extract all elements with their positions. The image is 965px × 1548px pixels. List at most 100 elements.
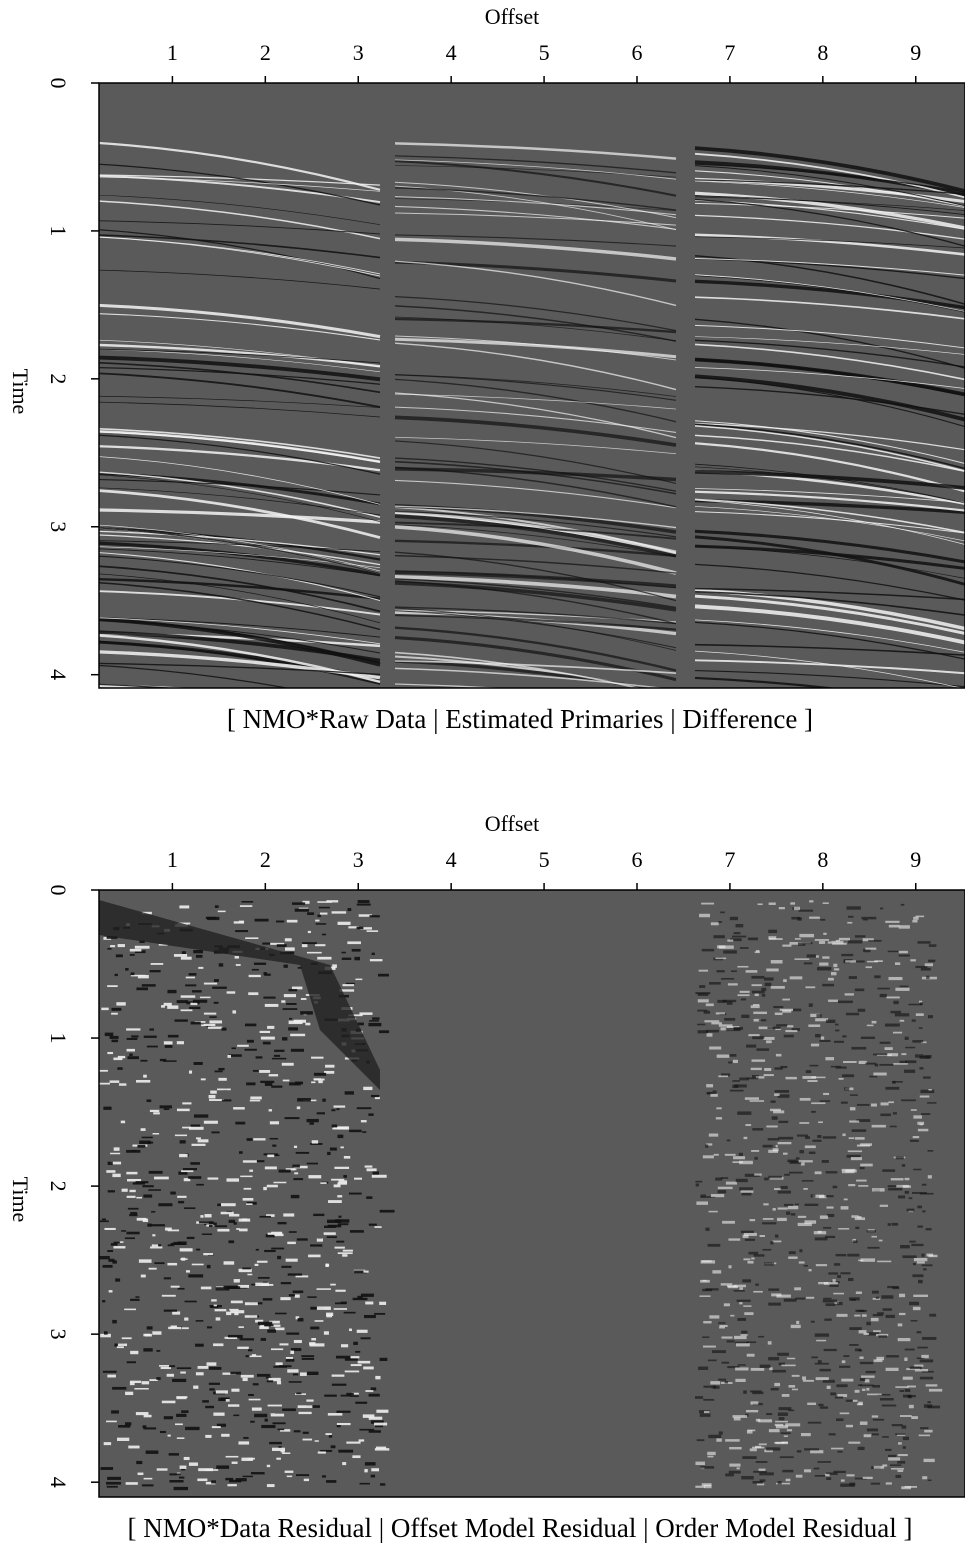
residual-noise bbox=[915, 1013, 924, 1016]
residual-noise bbox=[915, 1054, 924, 1058]
residual-noise bbox=[239, 905, 253, 907]
residual-noise bbox=[126, 1231, 140, 1235]
seismic-event bbox=[99, 684, 194, 688]
residual-noise bbox=[218, 1077, 227, 1081]
residual-noise bbox=[143, 1074, 147, 1078]
residual-noise bbox=[106, 935, 118, 939]
residual-noise bbox=[198, 966, 204, 969]
seismic-event bbox=[694, 258, 965, 276]
residual-noise bbox=[791, 1028, 800, 1031]
residual-noise bbox=[753, 1254, 765, 1257]
residual-noise bbox=[845, 960, 857, 963]
residual-noise bbox=[740, 998, 747, 1001]
residual-noise bbox=[252, 1069, 259, 1072]
residual-noise bbox=[752, 990, 765, 994]
residual-noise bbox=[227, 1286, 241, 1289]
residual-noise bbox=[227, 1054, 232, 1058]
residual-noise bbox=[724, 1153, 736, 1156]
seismic-event bbox=[694, 466, 965, 504]
seismic-event bbox=[99, 530, 381, 556]
residual-noise bbox=[860, 1036, 876, 1040]
residual-noise bbox=[707, 1451, 716, 1456]
residual-noise bbox=[812, 1194, 825, 1198]
residual-noise bbox=[227, 1484, 237, 1487]
residual-noise bbox=[890, 1464, 902, 1466]
residual-noise bbox=[335, 1355, 351, 1359]
residual-noise bbox=[265, 1376, 272, 1379]
residual-noise bbox=[751, 975, 765, 979]
residual-noise bbox=[803, 1264, 808, 1267]
residual-noise bbox=[732, 1084, 739, 1089]
seismic-event bbox=[394, 626, 677, 672]
residual-noise bbox=[153, 1112, 160, 1115]
seismic-event bbox=[694, 198, 965, 247]
residual-noise bbox=[822, 1136, 837, 1139]
residual-noise bbox=[165, 1227, 172, 1231]
residual-noise bbox=[176, 1396, 187, 1400]
residual-noise bbox=[264, 1324, 274, 1327]
residual-noise bbox=[300, 1011, 313, 1015]
residual-noise bbox=[334, 1166, 350, 1169]
residual-noise bbox=[113, 1057, 123, 1061]
residual-noise bbox=[179, 1248, 193, 1252]
residual-noise bbox=[768, 1288, 780, 1291]
residual-noise bbox=[746, 1044, 757, 1048]
residual-noise bbox=[213, 1412, 225, 1416]
residual-noise bbox=[769, 1367, 773, 1371]
residual-noise bbox=[751, 1150, 760, 1152]
residual-noise bbox=[928, 1089, 932, 1091]
residual-noise bbox=[154, 1176, 169, 1180]
residual-noise bbox=[285, 1356, 294, 1360]
residual-noise bbox=[758, 1468, 766, 1472]
residual-noise bbox=[273, 1181, 287, 1184]
residual-noise bbox=[904, 1190, 909, 1194]
residual-noise bbox=[928, 944, 937, 947]
residual-noise bbox=[246, 1203, 253, 1205]
residual-noise bbox=[780, 1185, 788, 1189]
residual-noise bbox=[138, 1259, 152, 1263]
residual-noise bbox=[733, 1417, 741, 1421]
residual-noise bbox=[338, 1180, 348, 1184]
residual-noise bbox=[874, 960, 883, 962]
residual-noise bbox=[315, 923, 327, 925]
residual-noise bbox=[894, 962, 901, 966]
residual-noise bbox=[338, 1215, 342, 1218]
residual-noise bbox=[799, 1249, 803, 1253]
residual-noise bbox=[188, 1126, 204, 1130]
residual-noise bbox=[248, 992, 259, 996]
residual-noise bbox=[326, 900, 339, 903]
residual-noise bbox=[741, 1191, 752, 1196]
residual-noise bbox=[343, 1174, 347, 1178]
residual-noise bbox=[695, 1461, 705, 1466]
residual-noise bbox=[854, 1477, 867, 1480]
residual-noise bbox=[920, 1041, 927, 1044]
residual-noise bbox=[348, 1014, 363, 1017]
residual-noise bbox=[727, 1366, 740, 1369]
residual-noise bbox=[885, 1367, 899, 1371]
residual-noise bbox=[375, 1423, 384, 1428]
seismic-event bbox=[694, 423, 965, 470]
residual-noise bbox=[174, 1019, 188, 1022]
residual-noise bbox=[885, 920, 900, 923]
residual-noise bbox=[733, 1335, 747, 1340]
residual-noise bbox=[699, 913, 711, 918]
residual-noise bbox=[184, 1300, 197, 1303]
residual-noise bbox=[906, 1208, 915, 1212]
residual-noise bbox=[321, 1475, 326, 1478]
residual-noise bbox=[705, 1003, 714, 1007]
residual-noise bbox=[273, 1054, 281, 1057]
residual-noise bbox=[759, 1479, 766, 1482]
residual-noise bbox=[899, 985, 909, 988]
residual-noise bbox=[303, 1478, 310, 1482]
residual-noise bbox=[129, 1053, 133, 1057]
residual-noise bbox=[891, 1080, 896, 1084]
residual-noise bbox=[311, 1056, 324, 1059]
residual-noise bbox=[914, 1364, 924, 1367]
residual-noise bbox=[814, 939, 830, 941]
residual-noise bbox=[750, 1390, 762, 1393]
seismic-event bbox=[694, 590, 965, 616]
residual-noise bbox=[854, 935, 866, 938]
residual-noise bbox=[713, 1385, 720, 1389]
residual-noise bbox=[710, 1381, 721, 1385]
residual-noise bbox=[866, 1387, 870, 1391]
